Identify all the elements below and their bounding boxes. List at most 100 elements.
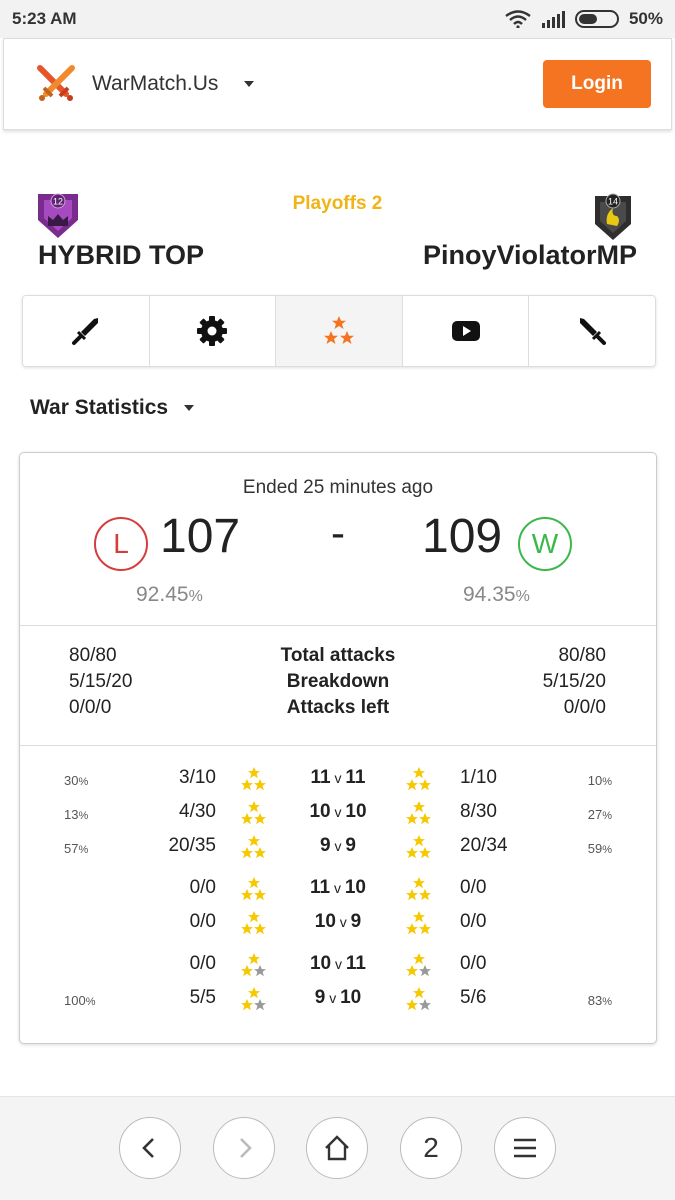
star-filled-icon	[241, 999, 253, 1011]
stars-icon	[241, 877, 266, 901]
matchup-attacker-th: 11	[310, 767, 331, 788]
tab-settings[interactable]	[149, 296, 277, 366]
war-tabs	[22, 295, 656, 367]
right-fraction: 0/0	[460, 953, 487, 974]
star-filled-icon	[248, 767, 260, 779]
right-fraction: 0/0	[460, 877, 487, 898]
star-filled-icon	[241, 847, 253, 859]
signal-icon	[541, 11, 565, 28]
round-label: Playoffs 2	[292, 193, 383, 214]
tab-attacks[interactable]	[23, 296, 150, 366]
right-percent: 83%	[587, 993, 612, 1008]
breakdown-row: 0/0 11 v 10 0/0	[20, 875, 656, 909]
forward-button[interactable]	[213, 1117, 275, 1179]
summary-right: 0/0/0	[563, 697, 606, 718]
gear-icon	[197, 316, 228, 346]
right-stars	[405, 951, 433, 984]
percent-sign: %	[78, 844, 89, 856]
matchup-versus: v	[330, 770, 346, 786]
right-fraction: 0/0	[460, 911, 487, 932]
left-stars	[240, 909, 268, 942]
matchup: 11 v 11	[20, 767, 656, 789]
destruction-left-value: 92.45	[136, 583, 189, 606]
matchup-versus: v	[330, 804, 346, 820]
breakdown-row: 13% 4/30 10 v 10 8/30 27%	[20, 799, 656, 833]
chevron-down-icon	[184, 405, 195, 411]
right-fraction: 1/10	[460, 767, 497, 788]
left-percent: 100%	[64, 993, 96, 1008]
star-filled-icon	[248, 911, 260, 923]
clan-level-left: 12	[53, 197, 63, 207]
star-filled-icon	[241, 779, 253, 791]
tab-defense[interactable]	[529, 296, 655, 366]
brand-name: WarMatch.Us	[92, 72, 219, 95]
destruction-left: 92.45%	[136, 583, 203, 607]
app-header: WarMatch.Us Login	[3, 38, 672, 130]
right-percent: 59%	[587, 841, 612, 856]
section-label: War Statistics	[30, 396, 169, 419]
right-stars	[405, 909, 433, 942]
matchup: 10 v 11	[20, 953, 656, 975]
divider	[20, 625, 656, 626]
star-filled-icon	[241, 813, 253, 825]
star-filled-icon	[248, 953, 260, 965]
left-fraction: 3/10	[179, 767, 216, 788]
clan-name-right[interactable]: PinoyViolatorMP	[422, 240, 637, 270]
right-fraction: 20/34	[460, 835, 508, 856]
battery-percent: 50%	[628, 9, 663, 28]
status-bar: 5:23 AM 50%	[0, 0, 675, 38]
star-filled-icon	[413, 911, 425, 923]
stars-icon	[241, 835, 266, 859]
star-empty-icon	[254, 965, 266, 977]
score-right: 109	[422, 510, 503, 563]
menu-button[interactable]	[494, 1117, 556, 1179]
matchup-attacker-th: 11	[309, 877, 331, 898]
star-filled-icon	[406, 965, 418, 977]
summary-left: 5/15/20	[69, 671, 133, 692]
clan-badge-right: 14	[595, 193, 631, 240]
right-fraction: 5/6	[460, 987, 487, 1008]
star-filled-icon	[419, 779, 431, 791]
star-filled-icon	[248, 877, 260, 889]
star-filled-icon	[419, 923, 431, 935]
left-fraction: 4/30	[179, 801, 216, 822]
matchup-attacker-th: 9	[314, 987, 326, 1008]
stars-icon	[323, 316, 354, 344]
percent-sign: %	[602, 776, 612, 788]
matchup: 9 v 10	[20, 987, 656, 1009]
star-filled-icon	[254, 889, 266, 901]
matchup-versus: v	[330, 838, 346, 854]
right-stars	[405, 985, 433, 1018]
star-filled-icon	[419, 813, 431, 825]
tabs-button[interactable]: 2	[400, 1117, 462, 1179]
breakdown-row: 0/0 10 v 9 0/0	[20, 909, 656, 943]
login-button[interactable]: Login	[543, 60, 651, 108]
brand-menu[interactable]: WarMatch.Us	[34, 62, 255, 106]
attack-summary: 80/80 Total attacks 80/80 5/15/20 Breakd…	[20, 645, 656, 723]
matchup-defender-th: 10	[345, 801, 367, 822]
star-filled-icon	[419, 847, 431, 859]
star-filled-icon	[419, 889, 431, 901]
matchup-defender-th: 10	[344, 877, 366, 898]
left-fraction: 0/0	[189, 877, 216, 898]
tab-video[interactable]	[402, 296, 530, 366]
star-filled-icon	[406, 999, 418, 1011]
stars-icon	[241, 987, 266, 1011]
stars-icon	[241, 911, 266, 935]
result-badge-loss: L	[94, 517, 148, 571]
summary-row: 80/80 Total attacks 80/80	[20, 645, 656, 671]
star-filled-icon	[413, 835, 425, 847]
left-fraction: 20/35	[168, 835, 216, 856]
left-percent: 13%	[64, 807, 89, 822]
star-filled-icon	[254, 813, 266, 825]
clan-name-left[interactable]: HYBRID TOP	[38, 240, 205, 270]
tab-stars[interactable]	[276, 296, 403, 366]
right-stars	[405, 875, 433, 908]
stars-icon	[406, 911, 431, 935]
section-dropdown[interactable]: War Statistics	[30, 396, 195, 420]
sword-icon	[71, 318, 98, 345]
home-button[interactable]	[306, 1117, 368, 1179]
status-time: 5:23 AM	[12, 9, 77, 28]
star-filled-icon	[413, 987, 425, 999]
back-button[interactable]	[119, 1117, 181, 1179]
